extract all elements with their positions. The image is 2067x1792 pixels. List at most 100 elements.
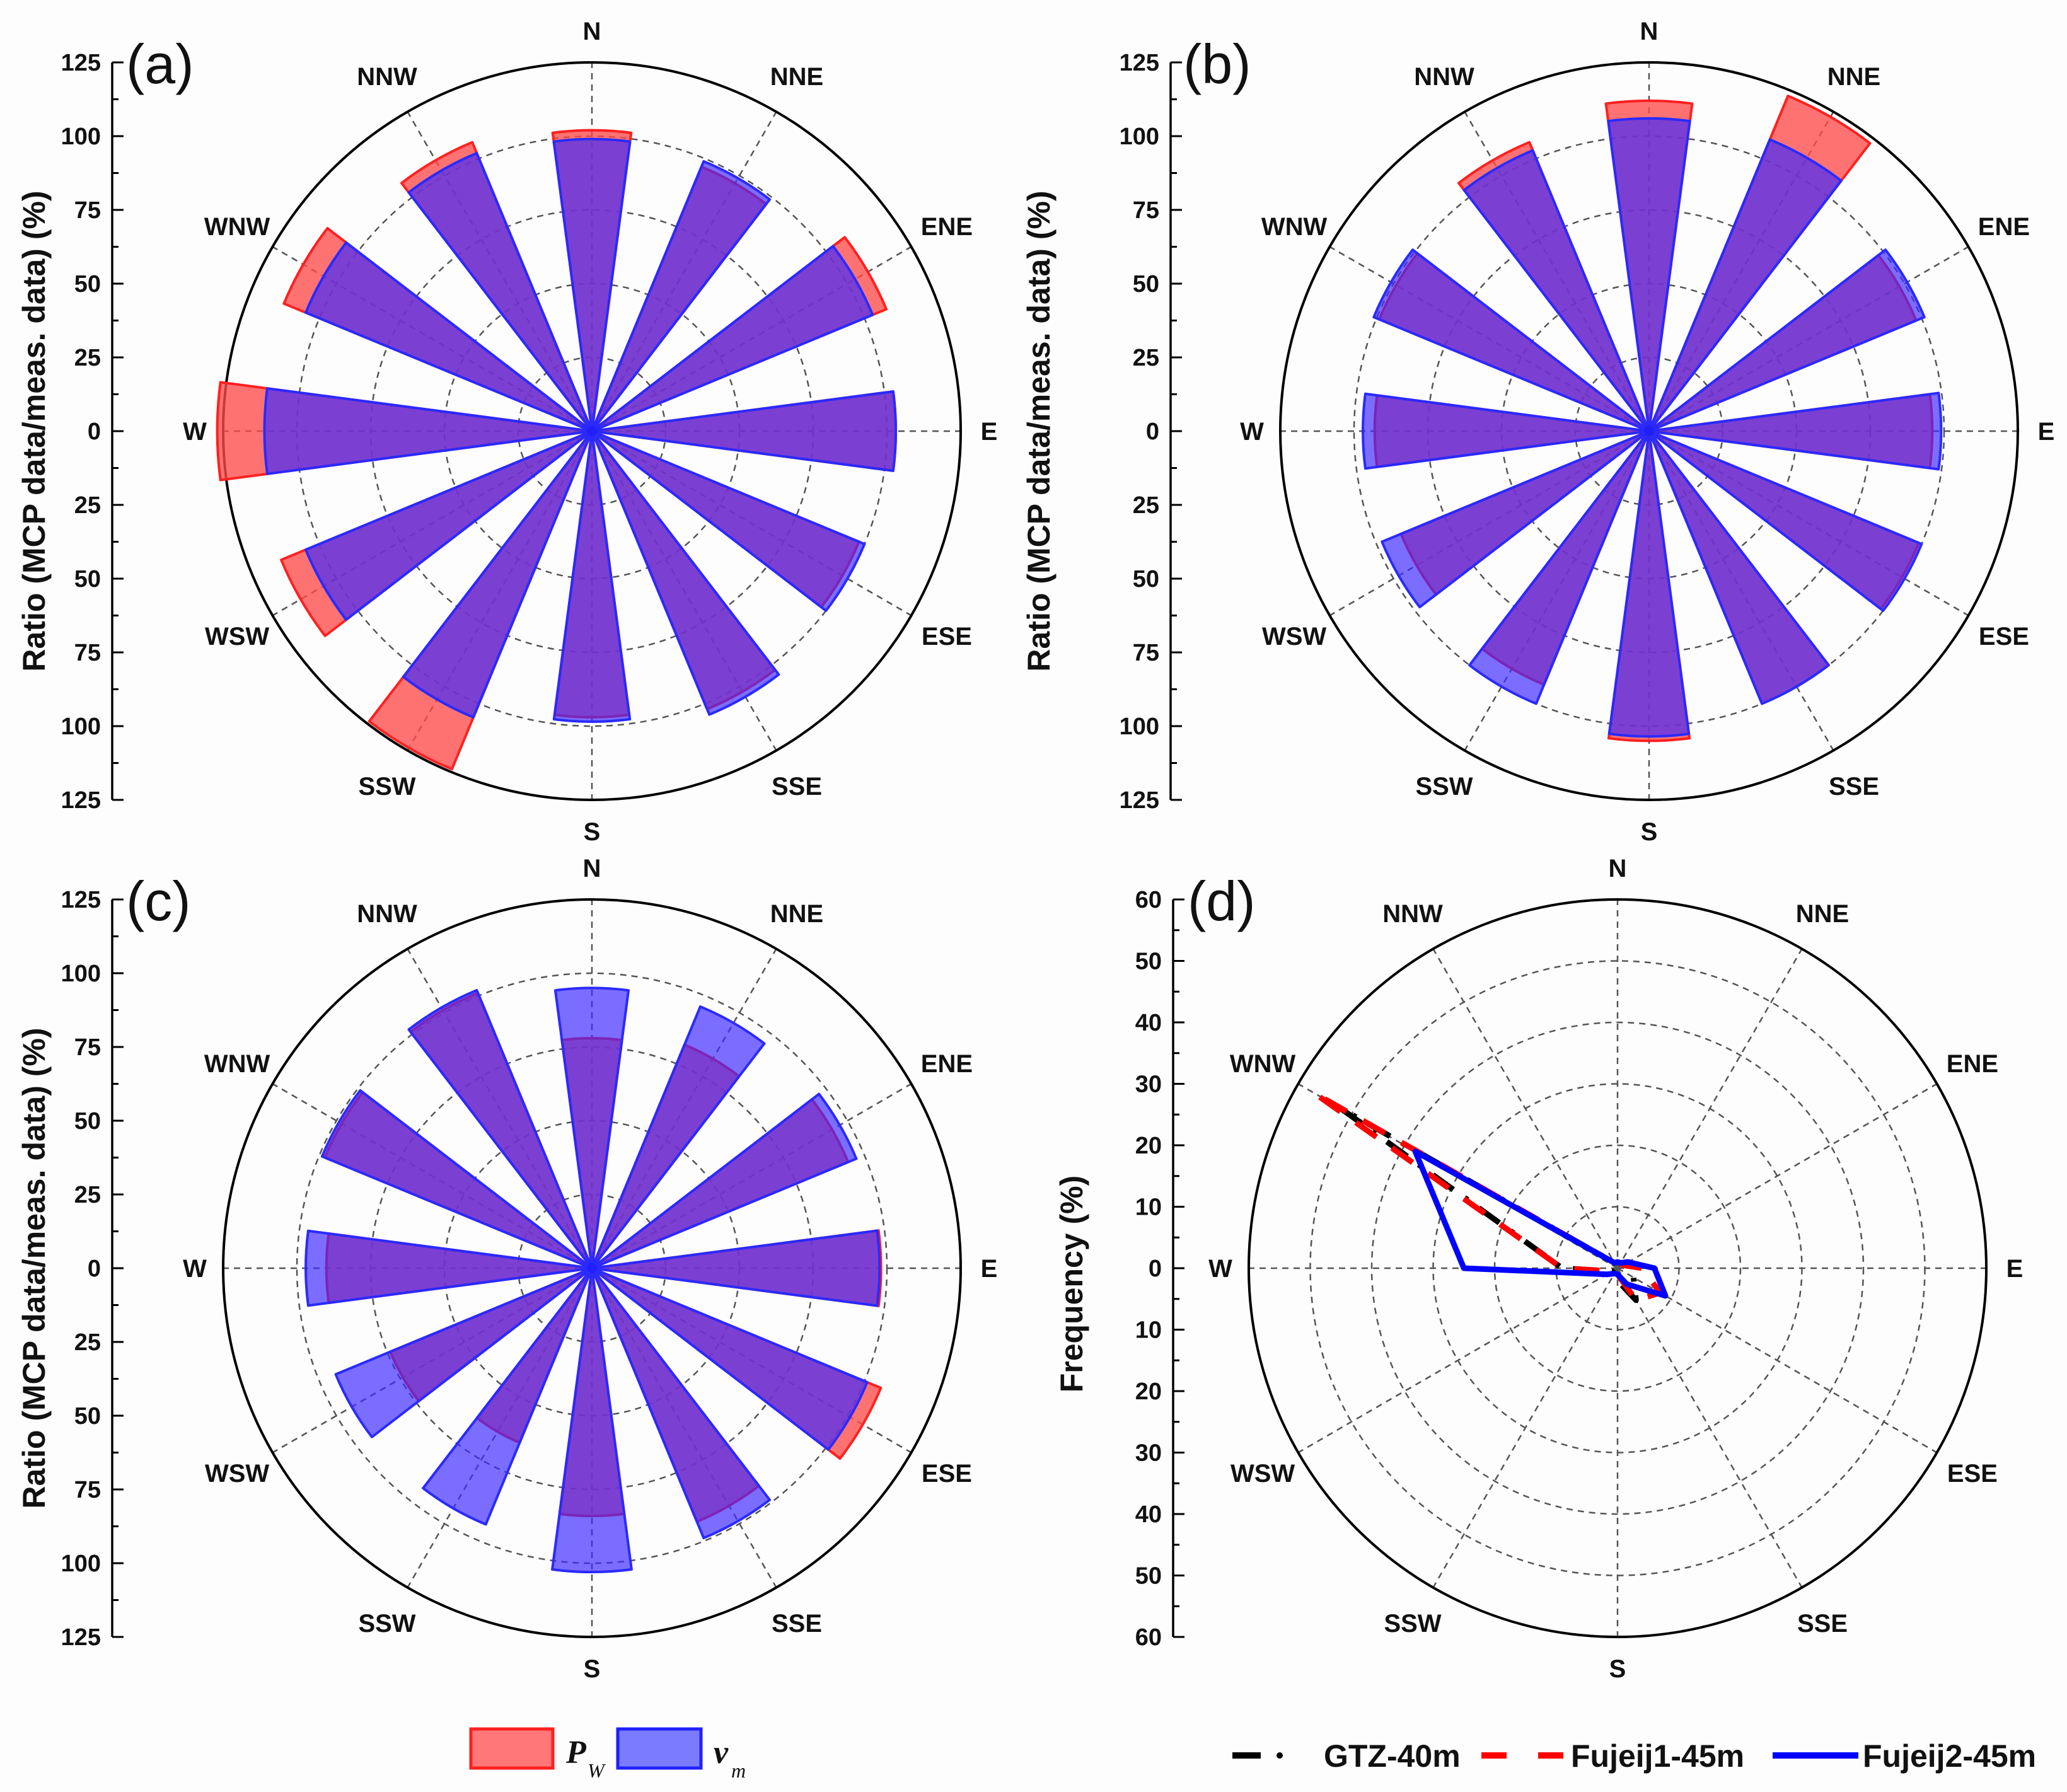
center-dot — [587, 1263, 597, 1273]
direction-label-nnw: NNW — [357, 900, 417, 928]
tick-label: 125 — [61, 787, 101, 814]
bar-vm-sse — [591, 1267, 772, 1540]
tick-label: 75 — [1133, 197, 1159, 224]
bar-vm-nnw — [407, 988, 593, 1269]
direction-label-e: E — [981, 1255, 998, 1283]
legend-vm-subscript: m — [731, 1759, 746, 1782]
outer-circle — [1248, 898, 1988, 1638]
direction-label-nnw: NNW — [1414, 63, 1474, 91]
direction-label-ene: ENE — [1947, 1050, 1998, 1078]
bar-vm-wsw — [334, 1267, 593, 1438]
bar-vm-wnw — [1372, 248, 1650, 432]
direction-label-sse: SSE — [772, 773, 822, 801]
tick-label: 100 — [61, 124, 101, 150]
direction-label-wnw: WNW — [1230, 1050, 1296, 1078]
bar-vm-sse — [591, 430, 780, 716]
tick-label: 100 — [1120, 714, 1159, 740]
bar-vm-nne — [591, 159, 772, 432]
direction-label-e: E — [2006, 1255, 2024, 1283]
direction-label-nne: NNE — [770, 900, 823, 928]
y-axis-label: Frequency (%) — [1054, 1176, 1089, 1393]
bar-vm-nne — [1648, 138, 1843, 432]
outer-circle — [222, 898, 962, 1638]
bar-vm-w — [1362, 392, 1650, 470]
direction-label-n: N — [1609, 855, 1627, 882]
panel-c: N NNE ENE E ESE SSE S SSW WSW W WNW NNW 125 100 75 50 25… — [16, 855, 997, 1683]
panel-letter: (b) — [1183, 33, 1251, 95]
tick-label: 50 — [1133, 271, 1159, 298]
bar-vm-n — [552, 137, 632, 432]
legend-pw-subscript: W — [588, 1759, 606, 1782]
y-axis-label: Ratio (MCP data/meas. data) (%) — [16, 1027, 52, 1508]
legend-pw-swatch — [469, 1727, 555, 1770]
grid-spoke — [1617, 1083, 1938, 1269]
bar-vm-s — [1607, 430, 1691, 738]
tick-label: 25 — [1133, 492, 1159, 519]
direction-label-sse: SSE — [772, 1610, 822, 1638]
bar-vm-ene — [591, 1092, 858, 1269]
direction-label-ssw: SSW — [1384, 1610, 1441, 1638]
direction-label-wsw: WSW — [1262, 623, 1326, 650]
direction-label-nne: NNE — [1827, 63, 1880, 91]
direction-label-nne: NNE — [770, 63, 823, 91]
direction-label-nnw: NNW — [1382, 900, 1443, 928]
bar-vm-wsw — [304, 430, 593, 621]
direction-label-ese: ESE — [922, 1460, 972, 1488]
center-dot — [587, 426, 597, 436]
bar-vm-w — [263, 387, 593, 475]
tick-label: 25 — [74, 1329, 101, 1356]
tick-label: 60 — [1135, 1624, 1162, 1651]
tick-label: 30 — [1135, 1440, 1162, 1467]
direction-label-ese: ESE — [922, 623, 972, 650]
direction-label-s: S — [584, 1655, 601, 1683]
line-legend: GTZ-40m Fujeij1-45m Fujeij2-45m — [1232, 1738, 2036, 1774]
tick-label: 40 — [1135, 1010, 1162, 1036]
bar-vm-ene — [591, 245, 874, 432]
bar-vm-sse — [1648, 430, 1830, 705]
legend-fujeij1-label: Fujeij1-45m — [1571, 1738, 1744, 1774]
tick-label: 100 — [61, 1551, 101, 1577]
panel-letter: (c) — [126, 870, 191, 932]
direction-label-e: E — [2038, 418, 2055, 446]
bar-vm-n — [553, 986, 630, 1269]
direction-label-nne: NNE — [1796, 900, 1849, 928]
tick-label: 50 — [74, 1403, 101, 1430]
direction-label-ene: ENE — [921, 1050, 973, 1078]
legend-gtz-label: GTZ-40m — [1324, 1738, 1461, 1774]
grid-spoke — [1432, 948, 1619, 1269]
tick-label: 20 — [1135, 1133, 1162, 1159]
direction-label-ene: ENE — [1978, 213, 2030, 241]
direction-label-ssw: SSW — [358, 773, 415, 801]
tick-label: 125 — [61, 887, 101, 913]
bar-vm-e — [591, 390, 897, 472]
direction-label-s: S — [1609, 1655, 1626, 1683]
y-axis-label: Ratio (MCP data/meas. data) (%) — [1021, 190, 1057, 671]
direction-label-w: W — [1208, 1255, 1232, 1283]
grid-spoke — [1617, 1267, 1938, 1454]
y-axis-label: Ratio (MCP data/meas. data) (%) — [16, 190, 52, 671]
direction-label-ene: ENE — [921, 213, 973, 241]
bar-vm-wsw — [1381, 430, 1650, 609]
grid-circle — [1370, 1021, 1865, 1515]
tick-label: 100 — [1120, 124, 1159, 150]
direction-label-ese: ESE — [1947, 1460, 1998, 1488]
direction-label-n: N — [583, 18, 601, 45]
tick-label: 50 — [74, 271, 101, 298]
direction-label-n: N — [1640, 18, 1659, 45]
direction-label-ssw: SSW — [358, 1610, 415, 1638]
bar-vm-ese — [591, 1267, 869, 1451]
bar-vm-wnw — [320, 1089, 593, 1269]
bar-vm-s — [552, 430, 632, 723]
tick-label: 75 — [74, 197, 101, 224]
tick-label: 30 — [1135, 1072, 1162, 1098]
tick-label: 0 — [1146, 419, 1159, 445]
tick-label: 50 — [1135, 1563, 1162, 1590]
panel-letter: (d) — [1188, 870, 1256, 932]
series-line-fujeij2-45m — [1412, 1148, 1669, 1299]
bar-vm-s — [551, 1267, 633, 1573]
grid-spoke — [1297, 1267, 1618, 1454]
tick-label: 125 — [1120, 787, 1159, 814]
grid-spoke — [1432, 1268, 1619, 1588]
direction-label-wnw: WNW — [204, 1050, 270, 1078]
bar-vm-ese — [591, 430, 866, 612]
